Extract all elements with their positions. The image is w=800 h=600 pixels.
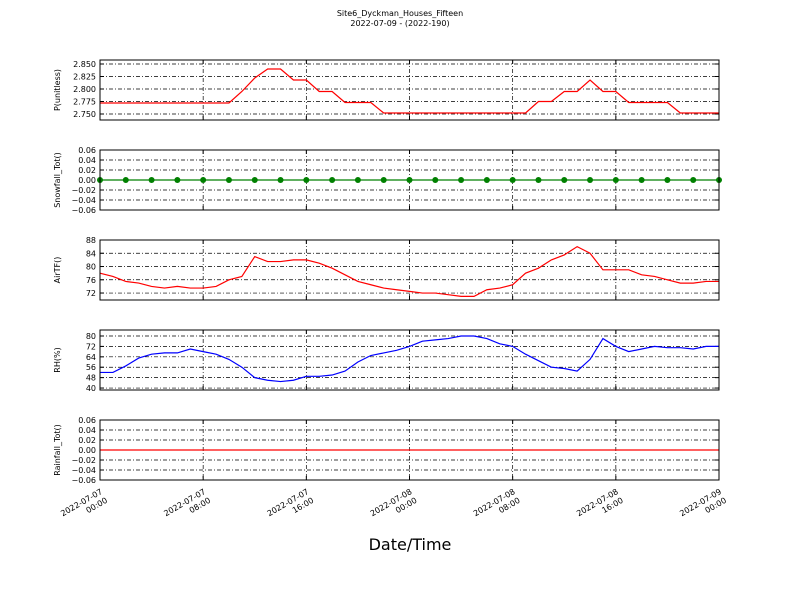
y-tick-label: −0.02: [71, 186, 96, 195]
y-tick-label: 72: [86, 342, 96, 351]
y-tick-label: 48: [86, 374, 96, 383]
y-tick-label: −0.06: [71, 206, 96, 215]
y-tick-label: 0.04: [78, 426, 96, 435]
y-tick-label: 72: [86, 289, 96, 298]
y-tick-label: −0.06: [71, 476, 96, 485]
series-marker: [432, 177, 439, 183]
series-marker: [148, 177, 155, 183]
y-tick-label: 0.02: [78, 436, 96, 445]
plot-frame: [99, 419, 720, 481]
series-marker: [303, 177, 310, 183]
y-tick-label: 64: [86, 353, 96, 362]
series-line: [99, 245, 719, 297]
series-marker: [329, 177, 336, 183]
y-tick-label: 80: [86, 332, 96, 341]
series-marker: [664, 177, 671, 183]
y-tick-label: 76: [86, 276, 96, 285]
series-line: [100, 68, 719, 114]
y-axis-label: AirTF(): [53, 257, 62, 284]
series-marker: [561, 177, 568, 183]
chart-subtitle: 2022-07-09 - (2022-190): [350, 19, 449, 28]
y-tick-label: 2.800: [73, 85, 96, 94]
y-tick-label: 56: [86, 363, 96, 372]
plot-frame: [99, 149, 720, 211]
series-marker: [122, 177, 129, 183]
y-tick-label: 2.775: [73, 98, 96, 107]
plot-frame: [99, 329, 720, 391]
series-marker: [354, 177, 361, 183]
chart-title: Site6_Dyckman_Houses_Fifteen: [337, 9, 463, 18]
y-axis-label: Rainfall_Tot(): [53, 424, 62, 476]
series-marker: [458, 177, 465, 183]
y-tick-label: 0.04: [78, 156, 96, 165]
y-tick-label: 0.00: [78, 446, 96, 455]
y-axis-label: Snowfall_Tot(): [53, 152, 62, 208]
series-marker: [380, 177, 387, 183]
series-marker: [509, 177, 516, 183]
y-axis-label: P(unitless): [53, 69, 62, 111]
y-tick-label: 2.850: [73, 60, 96, 69]
y-tick-label: −0.02: [71, 456, 96, 465]
plot-frame: [99, 59, 720, 121]
series-marker: [612, 177, 619, 183]
y-tick-label: −0.04: [71, 196, 96, 205]
y-tick-label: 2.750: [73, 110, 96, 119]
series-marker: [277, 177, 284, 183]
x-axis-label: Date/Time: [369, 535, 452, 554]
y-tick-label: 0.00: [78, 176, 96, 185]
y-tick-label: 80: [86, 263, 96, 272]
y-tick-label: 0.02: [78, 166, 96, 175]
series-marker: [483, 177, 490, 183]
y-tick-label: 2.825: [73, 73, 96, 82]
y-tick-label: 0.06: [78, 416, 96, 425]
y-axis-label: RH(%): [53, 347, 62, 372]
series-marker: [535, 177, 542, 183]
series-marker: [406, 177, 413, 183]
series-marker: [690, 177, 697, 183]
series-marker: [225, 177, 232, 183]
y-tick-label: 40: [86, 384, 96, 393]
y-tick-label: −0.04: [71, 466, 96, 475]
series-marker: [251, 177, 258, 183]
series-marker: [174, 177, 181, 183]
series-line: [100, 335, 719, 383]
y-tick-label: 84: [86, 249, 96, 258]
series-marker: [638, 177, 645, 183]
series-marker: [200, 177, 207, 183]
y-tick-label: 0.06: [78, 146, 96, 155]
plot-frame: [99, 239, 720, 301]
y-tick-label: 88: [86, 236, 96, 245]
series-marker: [587, 177, 594, 183]
